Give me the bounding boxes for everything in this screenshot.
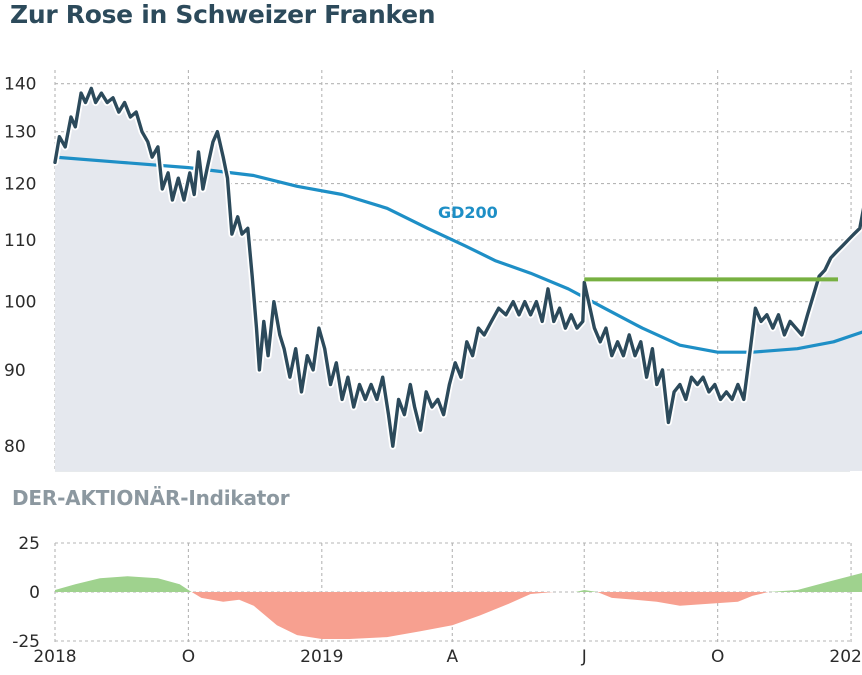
indicator-negative-area (55, 592, 862, 639)
x-tick-label: A (446, 647, 458, 667)
indicator-panel (55, 572, 862, 639)
x-tick-label: 2018 (33, 647, 76, 667)
price-area (55, 88, 862, 471)
price-panel: GD200 (51, 84, 862, 471)
indicator-y-tick-label: -25 (12, 632, 40, 652)
y-tick-label: 140 (4, 75, 36, 95)
x-tick-label: O (182, 647, 195, 667)
x-tick-label: 2019 (300, 647, 343, 667)
y-tick-label: 130 (4, 123, 36, 143)
tick-labels: 80 90 100 110 120 130 140 2018 O 2019 A J O 2020 25 0 -2… (4, 75, 862, 667)
indicator-y-tick-label: 25 (18, 534, 40, 554)
x-tick-label: J (581, 647, 587, 667)
gd200-label: GD200 (438, 203, 498, 222)
y-tick-label: 100 (4, 293, 36, 313)
y-tick-label: 90 (4, 361, 26, 381)
indicator-y-tick-label: 0 (29, 583, 40, 603)
x-tick-label: 2020 (829, 647, 862, 667)
y-tick-label: 80 (4, 437, 26, 457)
y-tick-label: 110 (4, 231, 36, 251)
y-tick-label: 120 (4, 175, 36, 195)
x-tick-label: O (711, 647, 724, 667)
indicator-positive-area (55, 572, 862, 592)
indicator-title: DER-AKTIONÄR-Indikator (12, 486, 290, 510)
chart-title: Zur Rose in Schweizer Franken (10, 0, 436, 29)
price-line (53, 86, 862, 448)
